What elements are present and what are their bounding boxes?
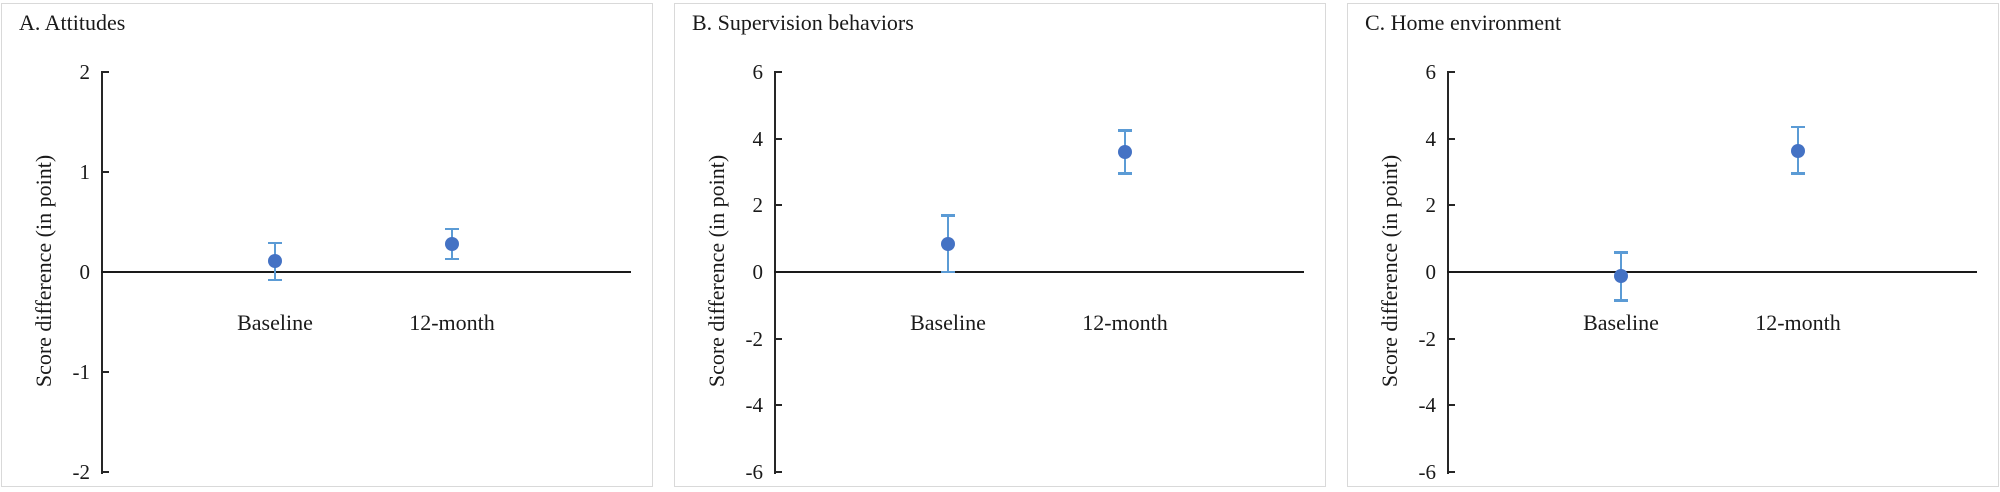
y-tick-label: 4 xyxy=(752,126,764,151)
y-axis-tick xyxy=(1447,71,1455,73)
error-bar-cap-top xyxy=(445,227,459,231)
error-bar-cap-bottom xyxy=(1791,172,1805,175)
x-category-label: 12-month xyxy=(1082,310,1168,335)
y-tick-label: 1 xyxy=(79,160,91,184)
y-axis-tick xyxy=(774,71,782,73)
panel-b-supervision-behaviors: B. Supervision behaviors Score difference… xyxy=(674,3,1326,487)
y-axis-tick xyxy=(101,171,109,173)
y-axis-tick xyxy=(774,404,782,407)
error-bar-cap-top xyxy=(941,214,955,217)
x-category-label: Baseline xyxy=(1583,310,1659,335)
y-axis-tick xyxy=(1447,204,1455,207)
y-tick-label: 6 xyxy=(752,60,764,84)
zero-line xyxy=(101,271,631,273)
x-category-label: Baseline xyxy=(237,310,313,335)
y-tick-label: -2 xyxy=(72,460,91,484)
panel-title: C. Home environment xyxy=(1365,10,1562,35)
point-marker-12-month xyxy=(445,237,459,251)
y-axis-tick xyxy=(774,471,782,473)
y-axis-tick xyxy=(101,71,109,73)
y-axis-tick xyxy=(774,337,782,340)
y-tick-label: -2 xyxy=(745,326,764,351)
x-category-label: 12-month xyxy=(409,310,495,335)
y-tick-label: 6 xyxy=(1425,60,1437,84)
point-marker-baseline xyxy=(941,236,955,251)
y-axis-tick xyxy=(1447,471,1455,473)
point-marker-12-month xyxy=(1791,143,1805,158)
error-bar-cap-bottom xyxy=(268,278,282,282)
error-bar-cap-bottom xyxy=(941,270,955,274)
y-tick-label: -6 xyxy=(745,460,764,484)
y-tick-label: -2 xyxy=(1418,326,1437,351)
panel-a-attitudes: A. Attitudes Score difference (in point) 2… xyxy=(1,3,653,487)
zero-line xyxy=(774,271,1304,273)
y-axis-tick xyxy=(1447,137,1455,140)
point-marker-baseline xyxy=(1614,269,1628,283)
point-marker-baseline xyxy=(268,254,282,268)
y-axis-tick xyxy=(774,204,782,207)
panel-c-home-environment: C. Home environment Score difference (in … xyxy=(1347,3,1999,487)
y-tick-label: -1 xyxy=(72,360,91,384)
y-tick-label: 0 xyxy=(1425,260,1437,284)
y-axis-tick xyxy=(1447,404,1455,407)
error-bar-cap-top xyxy=(1614,251,1628,254)
y-axis-tick xyxy=(101,471,109,473)
error-bar-cap-top xyxy=(268,241,282,245)
zero-line xyxy=(1447,271,1977,273)
y-tick-label: 2 xyxy=(79,60,91,84)
error-bar-cap-bottom xyxy=(1614,299,1628,302)
y-tick-label: -4 xyxy=(745,393,764,418)
point-marker-12-month xyxy=(1118,145,1132,159)
error-bar-cap-bottom xyxy=(1118,172,1132,175)
x-category-label: 12-month xyxy=(1755,310,1841,335)
y-tick-label: -4 xyxy=(1418,393,1437,418)
y-tick-label: 0 xyxy=(752,260,764,284)
error-bar-cap-bottom xyxy=(445,257,459,261)
y-axis-tick xyxy=(1447,337,1455,340)
y-axis-tick xyxy=(101,371,109,373)
y-tick-label: 2 xyxy=(1425,193,1437,218)
y-tick-label: 0 xyxy=(79,260,91,284)
y-axis-tick xyxy=(774,137,782,140)
y-tick-label: 2 xyxy=(752,193,764,218)
error-bar-cap-top xyxy=(1118,129,1132,132)
panel-title: B. Supervision behaviors xyxy=(692,10,914,35)
y-tick-label: -6 xyxy=(1418,460,1437,484)
y-tick-label: 4 xyxy=(1425,126,1437,151)
error-bar-cap-top xyxy=(1791,125,1805,129)
panel-title: A. Attitudes xyxy=(19,10,126,35)
x-category-label: Baseline xyxy=(910,310,986,335)
